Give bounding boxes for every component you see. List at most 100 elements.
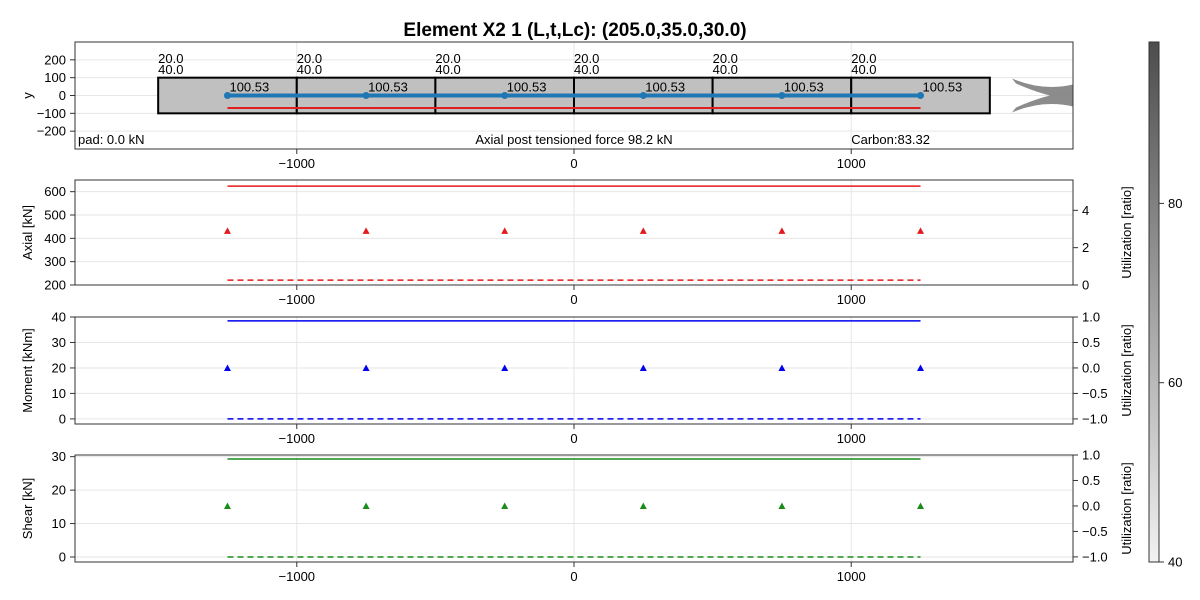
moment-xtick-label-0: −1000 <box>279 431 316 446</box>
annotation-posttension: Axial post tensioned force 98.2 kN <box>475 132 672 147</box>
shear-y2tick-label-0: 1.0 <box>1082 448 1100 463</box>
moment-utilization-point-1 <box>362 364 370 371</box>
moment-y2tick-label-0: 1.0 <box>1082 310 1100 325</box>
moment-xtick-label-2: 1000 <box>837 431 866 446</box>
shear-xtick-label-1: 0 <box>570 569 577 584</box>
shear-panel: −1000 0 1000 30 20 10 0 Shear [kN] 1.0 0.5 0.0 −0.5… <box>20 448 1134 585</box>
axial-y2tick-label-1: 2 <box>1082 240 1089 255</box>
shear-utilization-point-5 <box>917 502 925 509</box>
axial-ylabel: Axial [kN] <box>20 205 35 260</box>
centroid-point-5 <box>917 92 925 99</box>
moment-xtick-label-1: 0 <box>570 431 577 446</box>
shear-utilization-point-3 <box>639 502 647 509</box>
colorbar-tick-label-2: 40 <box>1168 555 1182 570</box>
geometry-frame <box>74 41 1074 150</box>
axial-ytick-label-4: 200 <box>44 278 66 293</box>
geometry-ylabel: y <box>20 92 35 99</box>
geometry-panel: −1000 0 10002001000−100−200y20.040.020.040… <box>20 41 1074 171</box>
shear-y2label: Utilization [ratio] <box>1119 462 1134 554</box>
axial-utilization-point-0 <box>223 227 231 234</box>
shear-ytick-label-2: 10 <box>52 516 66 531</box>
moment-utilization-point-4 <box>778 364 786 371</box>
moment-y2label: Utilization [ratio] <box>1119 324 1134 416</box>
geometry-ytick-label-1: 100 <box>44 70 66 85</box>
segment-2-label-1: 40.0 <box>435 62 460 77</box>
shear-xtick-label-2: 1000 <box>837 569 866 584</box>
colorbar-tick-label-1: 60 <box>1168 375 1182 390</box>
centroid-value-5: 100.53 <box>923 80 963 95</box>
shear-utilization-point-0 <box>223 502 231 509</box>
segment-4-label-1: 40.0 <box>713 62 738 77</box>
shear-ylabel: Shear [kN] <box>20 478 35 539</box>
centroid-point-2 <box>501 92 509 99</box>
centroid-value-4: 100.53 <box>784 80 824 95</box>
axial-xtick-label-0: −1000 <box>279 292 316 307</box>
axial-utilization-point-5 <box>917 227 925 234</box>
moment-ylabel: Moment [kNm] <box>20 328 35 413</box>
shear-y2tick-label-4: −1.0 <box>1082 549 1108 564</box>
axial-ytick-label-0: 600 <box>44 184 66 199</box>
annotation-carbon: Carbon:83.32 <box>851 132 930 147</box>
geometry-ytick-label-3: −100 <box>37 106 66 121</box>
axial-xtick-label-2: 1000 <box>837 292 866 307</box>
geometry-xtick-label-0: −1000 <box>279 156 316 171</box>
geometry-plot-area: 20.040.020.040.020.040.020.040.020.040.0… <box>78 51 1073 147</box>
axial-frame <box>74 179 1074 286</box>
shear-xtick-label-0: −1000 <box>279 569 316 584</box>
centroid-point-0 <box>223 92 231 99</box>
shear-utilization-point-2 <box>501 502 509 509</box>
centroid-value-2: 100.53 <box>507 80 547 95</box>
moment-utilization-point-3 <box>639 364 647 371</box>
geometry-ytick-label-0: 200 <box>44 52 66 67</box>
colorbar-gradient <box>1148 41 1160 563</box>
moment-frame <box>74 316 1074 425</box>
axial-panel: −1000 0 1000 600 500 400 300 200 Axial [kN] 4 2 0 Ut… <box>20 179 1134 307</box>
moment-utilization-point-0 <box>223 364 231 371</box>
segment-3-label-0: 20.0 <box>574 51 599 66</box>
shear-frame <box>74 454 1074 563</box>
geometry-xtick-label-2: 1000 <box>837 156 866 171</box>
centroid-point-4 <box>778 92 786 99</box>
moment-ytick-label-3: 10 <box>52 386 66 401</box>
annotation-pad: pad: 0.0 kN <box>78 132 145 147</box>
segment-0-label-1: 40.0 <box>158 62 183 77</box>
geometry-ytick-label-4: −200 <box>37 124 66 139</box>
moment-panel: −1000 0 1000 40 30 20 10 0 Moment [kNm] 1.0 0.5 0.0… <box>20 310 1134 447</box>
axial-ytick-label-3: 300 <box>44 254 66 269</box>
colorbar-tick-label-0: 80 <box>1168 196 1182 211</box>
shear-utilization-point-4 <box>778 502 786 509</box>
moment-y2tick-label-1: 0.5 <box>1082 335 1100 350</box>
moment-y2tick-label-4: −1.0 <box>1082 411 1108 426</box>
axial-y2tick-label-0: 4 <box>1082 203 1089 218</box>
shear-utilization-point-1 <box>362 502 370 509</box>
axial-xtick-label-1: 0 <box>570 292 577 307</box>
axial-utilization-point-2 <box>501 227 509 234</box>
shear-y2tick-label-1: 0.5 <box>1082 473 1100 488</box>
moment-ytick-label-0: 40 <box>52 310 66 325</box>
segment-1-label-0: 20.0 <box>297 51 322 66</box>
moment-utilization-point-5 <box>917 364 925 371</box>
section-shape-icon <box>1012 78 1073 113</box>
centroid-point-1 <box>362 92 370 99</box>
centroid-value-0: 100.53 <box>229 80 269 95</box>
axial-ytick-label-1: 500 <box>44 208 66 223</box>
segment-2-label-0: 20.0 <box>435 51 460 66</box>
axial-utilization-point-4 <box>778 227 786 234</box>
geometry-xtick-label-1: 0 <box>570 156 577 171</box>
centroid-point-3 <box>639 92 647 99</box>
segment-1-label-1: 40.0 <box>297 62 322 77</box>
moment-ytick-label-4: 0 <box>59 411 66 426</box>
shear-ytick-label-3: 0 <box>59 549 66 564</box>
centroid-value-1: 100.53 <box>368 80 408 95</box>
axial-utilization-point-3 <box>639 227 647 234</box>
shear-ytick-label-1: 20 <box>52 483 66 498</box>
axial-ytick-label-2: 400 <box>44 231 66 246</box>
segment-5-label-1: 40.0 <box>851 62 876 77</box>
segment-5-label-0: 20.0 <box>851 51 876 66</box>
centroid-value-3: 100.53 <box>645 80 685 95</box>
shear-y2tick-label-3: −0.5 <box>1082 524 1108 539</box>
axial-y2tick-label-2: 0 <box>1082 278 1089 293</box>
shear-ytick-label-0: 30 <box>52 449 66 464</box>
moment-y2tick-label-2: 0.0 <box>1082 360 1100 375</box>
